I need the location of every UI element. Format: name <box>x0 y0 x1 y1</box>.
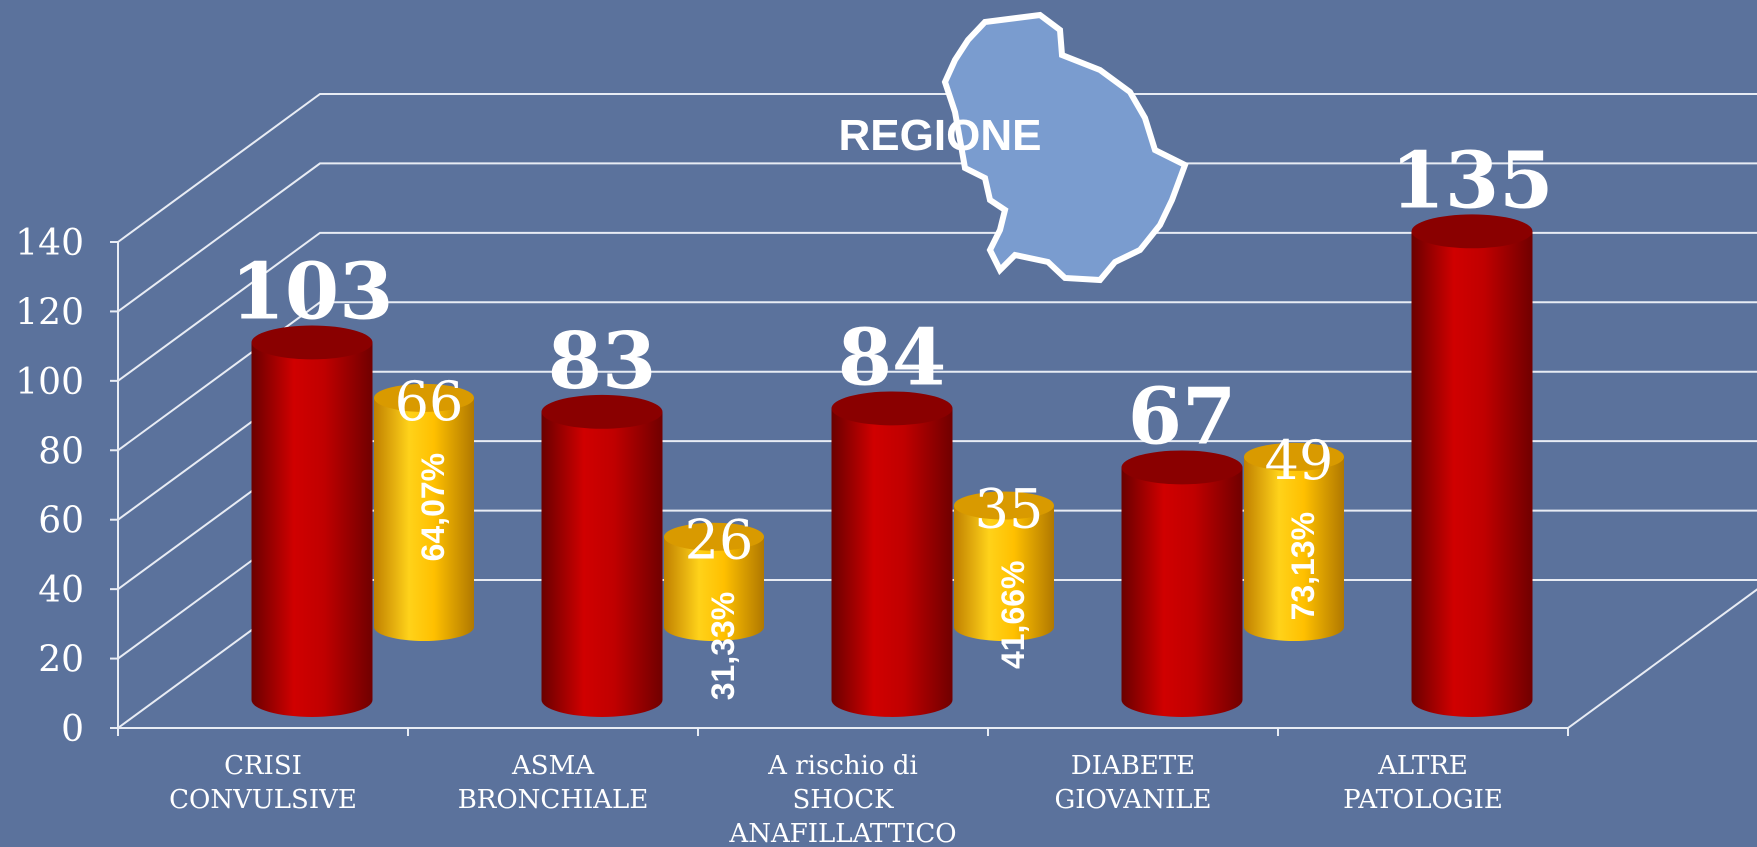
y-tick-label: 140 <box>15 223 84 264</box>
x-tick-label: ASMA BRONCHIALE <box>458 751 649 815</box>
region-map <box>941 11 1189 284</box>
y-tick-label: 0 <box>61 709 84 750</box>
x-tick-label: ALTRE PATOLOGIE <box>1343 751 1503 815</box>
annotation: REGIONE <box>839 111 1042 160</box>
cylinder-top <box>831 391 953 426</box>
grid-line <box>117 231 1757 382</box>
bars <box>251 214 1533 717</box>
bar <box>251 342 373 700</box>
y-tick-label: 100 <box>15 362 84 403</box>
cylinder-top <box>541 394 663 429</box>
grid-line <box>117 93 1757 243</box>
bar <box>831 408 953 700</box>
bar <box>541 411 663 700</box>
value-label: 103 <box>231 246 394 337</box>
cylinder-top <box>1244 442 1344 471</box>
bar <box>374 397 474 627</box>
grid-line <box>117 162 1757 313</box>
y-tick-label: 40 <box>38 570 84 611</box>
value-label: 67 <box>1128 371 1237 462</box>
bar <box>1244 456 1344 627</box>
percent-label: 73,13% <box>1285 512 1321 621</box>
x-tick-label: CRISI CONVULSIVE <box>169 751 357 815</box>
cylinder-top <box>954 491 1054 520</box>
percent-label: 41,66% <box>995 561 1031 670</box>
bar <box>1121 467 1243 700</box>
grid-line <box>117 301 1757 452</box>
cylinder-top <box>374 383 474 412</box>
y-tick-label: 60 <box>38 501 84 542</box>
cylinder-top <box>1121 450 1243 485</box>
x-tick-label: DIABETE GIOVANILE <box>1055 751 1212 815</box>
value-label: 84 <box>838 312 947 403</box>
value-label: 83 <box>548 316 657 407</box>
bar <box>664 536 764 627</box>
x-tick-label: A rischio di SHOCK ANAFILLATTICO <box>728 751 956 847</box>
value-label: 135 <box>1391 135 1554 226</box>
bar <box>1411 231 1533 700</box>
value-label: 49 <box>1265 429 1334 492</box>
cylinder-top <box>664 522 764 551</box>
value-label: 66 <box>395 370 464 433</box>
percent-label: 64,07% <box>415 453 451 562</box>
value-label: 26 <box>685 509 754 572</box>
bar <box>954 505 1054 627</box>
cylinder-top <box>251 325 373 360</box>
y-tick-label: 80 <box>38 431 84 472</box>
percent-label: 31,33% <box>705 592 741 701</box>
value-label: 35 <box>975 478 1044 541</box>
y-tick-label: 20 <box>38 640 84 681</box>
y-tick-label: 120 <box>15 292 84 333</box>
cylinder-top <box>1411 214 1533 249</box>
